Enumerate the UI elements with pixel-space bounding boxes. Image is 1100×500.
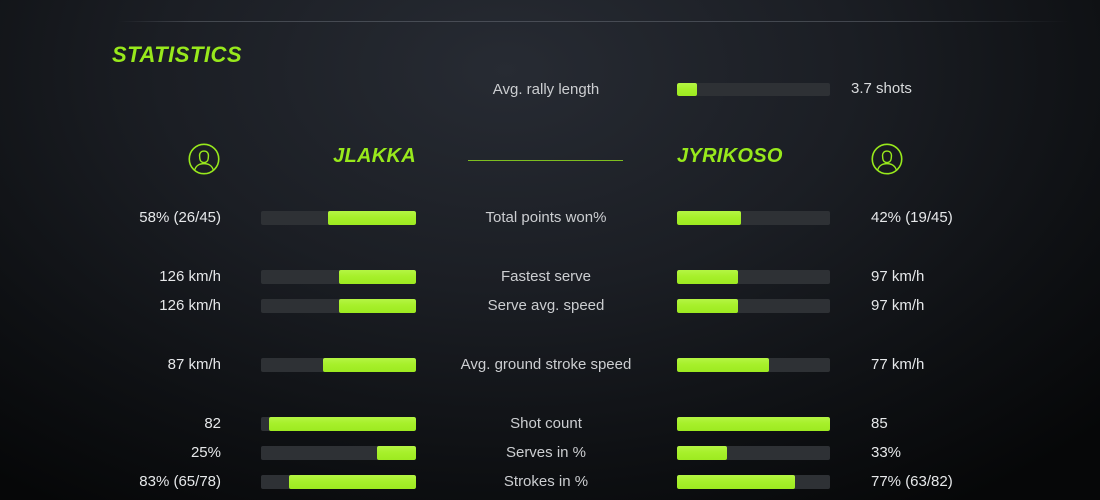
left-player-value: 126 km/h: [159, 297, 221, 314]
stat-label: Serve avg. speed: [487, 297, 605, 314]
right-player-bar: [677, 417, 830, 431]
avg-rally-label: Avg. rally length: [492, 81, 600, 98]
stat-row-total-points-won: 58% (26/45) Total points won% 42% (19/45): [0, 208, 1100, 228]
right-player-bar-fill: [677, 446, 728, 460]
right-player-bar-fill: [677, 475, 795, 489]
right-player-value: 33%: [871, 444, 902, 461]
stat-label: Total points won%: [485, 209, 607, 226]
left-player-bar-fill: [327, 211, 416, 225]
players-divider-line: [468, 160, 623, 161]
stat-row-ground-stroke-speed: 87 km/h Avg. ground stroke speed 77 km/h: [0, 355, 1100, 375]
left-player-value: 58% (26/45): [139, 209, 221, 226]
top-divider-line: [118, 21, 1070, 22]
player-name-left: JLAKKA: [333, 145, 416, 167]
avg-rally-bar: [677, 83, 830, 96]
right-player-value: 85: [871, 415, 888, 432]
avg-rally-bar-fill: [677, 83, 697, 96]
stat-label: Shot count: [510, 415, 582, 432]
left-player-bar: [261, 211, 416, 225]
left-player-bar-fill: [323, 358, 416, 372]
right-player-value: 42% (19/45): [871, 209, 953, 226]
stat-label: Strokes in %: [503, 473, 589, 490]
left-player-bar-fill: [268, 417, 416, 431]
right-player-bar-fill: [677, 270, 739, 284]
user-icon: [188, 143, 220, 175]
right-player-bar: [677, 358, 830, 372]
left-player-value: 83% (65/78): [139, 473, 221, 490]
stat-row-serves-in-pct: 25% Serves in % 33%: [0, 443, 1100, 463]
stat-row-strokes-in-pct: 83% (65/78) Strokes in % 77% (63/82): [0, 472, 1100, 492]
right-player-value: 97 km/h: [871, 268, 925, 285]
left-player-bar: [261, 475, 416, 489]
left-player-bar: [261, 446, 416, 460]
left-player-bar-fill: [288, 475, 416, 489]
right-player-bar: [677, 270, 830, 284]
left-player-value: 25%: [190, 444, 221, 461]
right-player-bar: [677, 475, 830, 489]
left-player-bar: [261, 299, 416, 313]
player-name-right: JYRIKOSO: [677, 145, 783, 167]
left-player-bar: [261, 358, 416, 372]
stat-label: Serves in %: [505, 444, 587, 461]
right-player-bar-fill: [677, 299, 739, 313]
left-player-bar: [261, 417, 416, 431]
right-player-value: 77 km/h: [871, 356, 925, 373]
stat-label: Avg. ground stroke speed: [460, 356, 632, 373]
left-player-value: 126 km/h: [159, 268, 221, 285]
left-player-value: 87 km/h: [167, 356, 221, 373]
statistics-title: STATISTICS: [112, 42, 243, 67]
right-player-bar-fill: [677, 417, 830, 431]
left-player-value: 82: [204, 415, 221, 432]
stat-label: Fastest serve: [500, 268, 592, 285]
stat-row-fastest-serve: 126 km/h Fastest serve 97 km/h: [0, 267, 1100, 287]
right-player-value: 97 km/h: [871, 297, 925, 314]
user-icon: [871, 143, 903, 175]
right-player-bar-fill: [677, 358, 769, 372]
left-player-bar: [261, 270, 416, 284]
stat-row-serve-avg-speed: 126 km/h Serve avg. speed 97 km/h: [0, 296, 1100, 316]
right-player-value: 77% (63/82): [871, 473, 953, 490]
right-player-bar: [677, 299, 830, 313]
right-player-bar-fill: [677, 211, 742, 225]
stat-row-shot-count: 82 Shot count 85: [0, 414, 1100, 434]
left-player-bar-fill: [377, 446, 416, 460]
avg-rally-value: 3.7 shots: [851, 80, 912, 97]
right-player-bar: [677, 446, 830, 460]
left-player-bar-fill: [338, 299, 416, 313]
right-player-bar: [677, 211, 830, 225]
left-player-bar-fill: [338, 270, 416, 284]
